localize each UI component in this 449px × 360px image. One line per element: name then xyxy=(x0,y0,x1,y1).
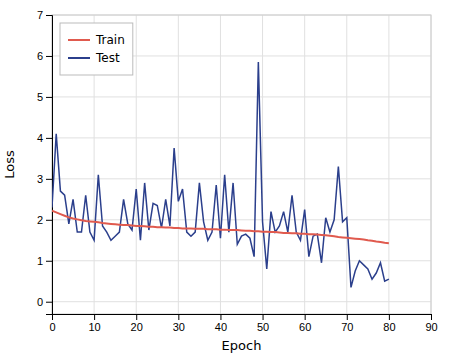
tick: 0 xyxy=(49,314,55,333)
grid-line xyxy=(52,178,431,179)
grid-line xyxy=(262,15,263,314)
tick-label: 2 xyxy=(37,214,43,226)
tick-mark xyxy=(347,314,348,320)
tick: 60 xyxy=(299,314,311,333)
tick-label: 0 xyxy=(37,296,43,308)
tick: 50 xyxy=(257,314,269,333)
tick-mark xyxy=(46,97,52,98)
tick: 10 xyxy=(88,314,100,333)
grid-line xyxy=(178,15,179,314)
tick: 70 xyxy=(341,314,353,333)
tick-label: 60 xyxy=(299,321,311,333)
tick-label: 50 xyxy=(257,321,269,333)
line xyxy=(52,62,389,287)
tick: 6 xyxy=(37,50,52,62)
tick: 1 xyxy=(37,255,52,267)
tick-mark xyxy=(220,314,221,320)
tick-mark xyxy=(46,56,52,57)
tick-label: 3 xyxy=(37,173,43,185)
chart: 0 10 20 30 40 50 60 70 80 90 0 1 2 3 4 5 6 7 Train Test Epoc… xyxy=(0,0,449,360)
tick-label: 30 xyxy=(173,321,185,333)
tick-label: 1 xyxy=(37,255,43,267)
y-axis: 0 1 2 3 4 5 6 7 xyxy=(37,9,53,314)
legend-swatch xyxy=(68,57,90,59)
grid-line xyxy=(52,260,431,261)
tick-mark xyxy=(46,15,52,16)
tick-mark xyxy=(136,314,137,320)
grid xyxy=(52,15,431,314)
grid-line xyxy=(220,15,221,314)
plot-frame xyxy=(52,15,431,314)
tick: 40 xyxy=(215,314,227,333)
axis-line xyxy=(53,315,432,321)
tick: 2 xyxy=(37,214,52,226)
grid-line xyxy=(388,15,389,314)
tick-label: 0 xyxy=(49,321,55,333)
tick-mark xyxy=(46,220,52,221)
tick-mark xyxy=(178,314,179,320)
tick: 0 xyxy=(37,296,52,308)
tick-mark xyxy=(46,261,52,262)
grid-line xyxy=(346,15,347,314)
tick: 30 xyxy=(173,314,185,333)
tick-label: 10 xyxy=(88,321,100,333)
grid-line xyxy=(52,137,431,138)
tick-label: 80 xyxy=(383,321,395,333)
legend-item: Test xyxy=(68,51,120,65)
tick-mark xyxy=(431,314,432,320)
legend-label: Test xyxy=(95,51,120,65)
legend: Train Test xyxy=(60,23,133,75)
tick-mark xyxy=(389,314,390,320)
x-axis: 0 10 20 30 40 50 60 70 80 90 xyxy=(49,314,437,333)
tick-label: 70 xyxy=(341,321,353,333)
y-axis-title: Loss xyxy=(2,150,17,179)
tick-mark xyxy=(46,179,52,180)
tick-label: 5 xyxy=(37,91,43,103)
legend-item: Train xyxy=(68,33,125,47)
tick: 20 xyxy=(131,314,143,333)
plot: 0 10 20 30 40 50 60 70 80 90 0 1 2 3 4 5 6 7 Train Test xyxy=(37,9,438,333)
tick: 90 xyxy=(425,314,437,333)
tick-label: 6 xyxy=(37,50,43,62)
tick-label: 7 xyxy=(37,9,43,21)
grid-line xyxy=(52,301,431,302)
legend-label: Train xyxy=(95,33,125,47)
grid-line xyxy=(52,96,431,97)
tick-mark xyxy=(263,314,264,320)
axis-line xyxy=(46,16,53,315)
grid-line xyxy=(136,15,137,314)
tick-label: 90 xyxy=(425,321,437,333)
tick-label: 40 xyxy=(215,321,227,333)
tick: 4 xyxy=(37,132,52,144)
tick: 80 xyxy=(383,314,395,333)
x-axis-title: Epoch xyxy=(222,338,262,353)
tick-label: 20 xyxy=(131,321,143,333)
tick-mark xyxy=(305,314,306,320)
tick: 7 xyxy=(37,9,52,21)
legend-swatch xyxy=(68,39,90,41)
grid-line xyxy=(304,15,305,314)
tick-mark xyxy=(46,138,52,139)
line xyxy=(52,211,389,243)
series-group xyxy=(52,62,389,287)
tick: 3 xyxy=(37,173,52,185)
tick-mark xyxy=(46,302,52,303)
tick-mark xyxy=(94,314,95,320)
tick-label: 4 xyxy=(37,132,43,144)
legend-box xyxy=(60,23,133,75)
tick: 5 xyxy=(37,91,52,103)
grid-line xyxy=(52,219,431,220)
